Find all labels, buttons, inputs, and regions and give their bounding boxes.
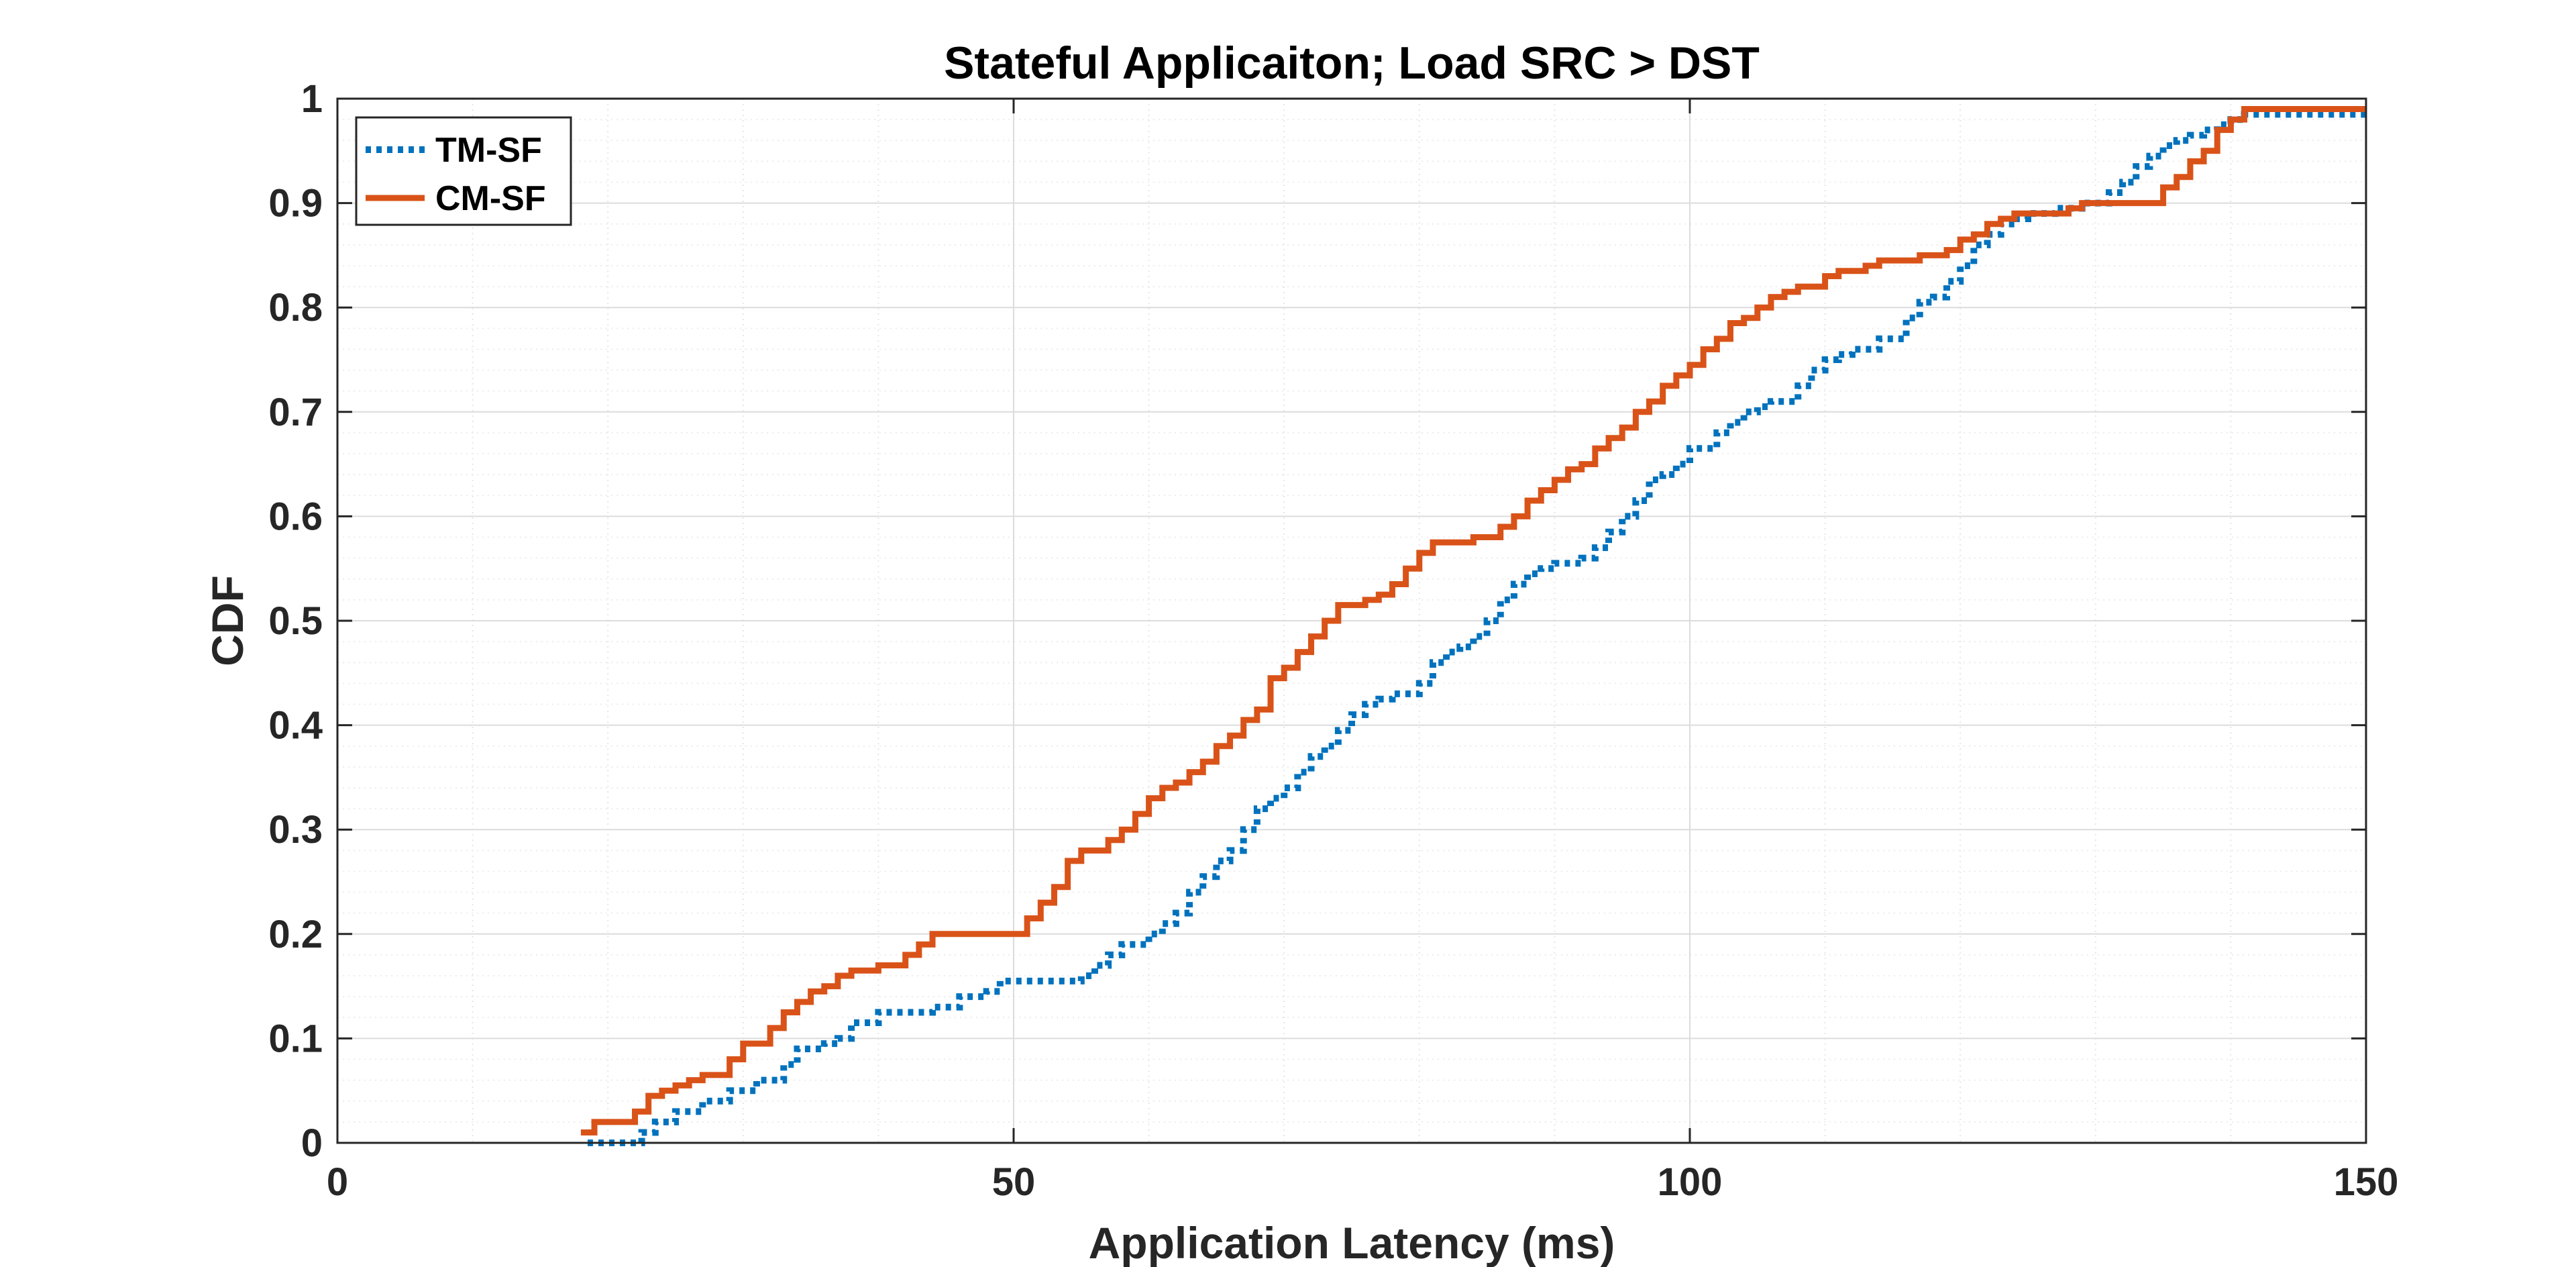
y-tick-label: 0.7: [268, 391, 323, 434]
legend: TM-SF CM-SF: [355, 116, 572, 226]
legend-box: [355, 116, 572, 226]
axis-ticks: 0 50 100 150 0 0.1 0.2 0.3 0.4 0.5 0.6 0.7 0.8 0.9 1: [268, 77, 2398, 1204]
y-axis-label: CDF: [203, 575, 252, 666]
series-line-tm-sf: [587, 111, 2366, 1146]
y-tick-label: 0.1: [268, 1017, 323, 1060]
y-tick-label: 0: [301, 1121, 323, 1165]
legend-label: CM-SF: [435, 179, 546, 218]
x-tick-label: 100: [1658, 1160, 1723, 1204]
series-layer: [580, 106, 2366, 1146]
x-tick-label: 0: [327, 1160, 348, 1204]
y-tick-label: 0.9: [268, 182, 323, 225]
y-tick-label: 0.6: [268, 495, 323, 538]
y-tick-label: 0.3: [268, 808, 323, 852]
y-tick-label: 0.5: [268, 599, 323, 643]
x-axis-label: Application Latency (ms): [1089, 1218, 1615, 1267]
legend-label: TM-SF: [435, 131, 542, 170]
y-tick-label: 1: [301, 77, 323, 121]
x-tick-label: 150: [2334, 1160, 2399, 1204]
minor-grid: [337, 99, 2366, 1143]
x-tick-label: 50: [992, 1160, 1036, 1204]
chart-title: Stateful Applicaiton; Load SRC > DST: [944, 38, 1760, 89]
y-tick-label: 0.4: [268, 704, 323, 748]
y-tick-label: 0.8: [268, 286, 323, 330]
series-line-cm-sf: [580, 106, 2366, 1135]
y-tick-label: 0.2: [268, 913, 323, 956]
